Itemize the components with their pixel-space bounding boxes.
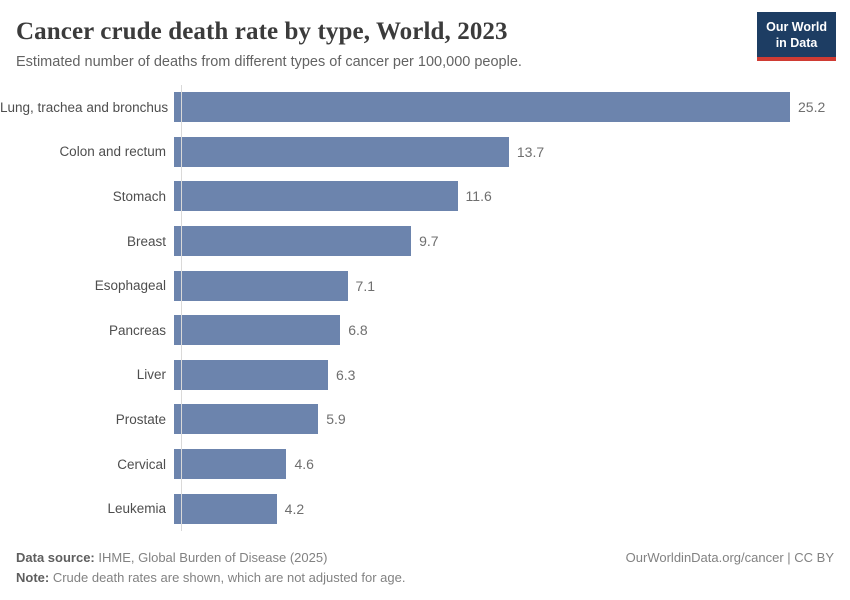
bar-track: 4.6 <box>174 442 850 487</box>
bar-row: Stomach 11.6 <box>0 174 850 219</box>
y-axis-line <box>181 85 182 531</box>
owid-logo-line1: Our World <box>766 20 827 34</box>
page-title: Cancer crude death rate by type, World, … <box>16 18 508 45</box>
category-label: Prostate <box>115 411 166 427</box>
category-label: Liver <box>136 367 166 383</box>
data-source-text: IHME, Global Burden of Disease (2025) <box>94 549 328 565</box>
bar-chart: Lung, trachea and bronchus 25.2 Colon and … <box>0 85 850 531</box>
value-label: 7.1 <box>355 277 376 294</box>
bar-track: 25.2 <box>174 85 850 130</box>
category-label: Stomach <box>112 188 166 204</box>
data-source: Data source: IHME, Global Burden of Dise… <box>16 548 327 568</box>
owid-logo: Our World in Data <box>757 12 836 61</box>
bar-row: Pancreas 6.8 <box>0 308 850 353</box>
bar-track: 4.2 <box>174 486 850 531</box>
bar-track: 6.8 <box>174 308 850 353</box>
note-text: Crude death rates are shown, which are n… <box>49 569 406 585</box>
bar-track: 5.9 <box>174 397 850 442</box>
bar-track: 6.3 <box>174 353 850 398</box>
chart-subtitle: Estimated number of deaths from differen… <box>16 54 522 70</box>
bar-track: 9.7 <box>174 219 850 264</box>
value-label: 4.2 <box>284 500 305 517</box>
value-label: 13.7 <box>516 143 545 160</box>
bar-track: 7.1 <box>174 263 850 308</box>
bar-track: 13.7 <box>174 130 850 175</box>
bar[interactable] <box>174 136 509 167</box>
bar-row: Breast 9.7 <box>0 219 850 264</box>
bar[interactable] <box>174 181 458 212</box>
bar[interactable] <box>174 449 287 480</box>
category-label: Lung, trachea and bronchus <box>0 99 169 115</box>
chart-header: Cancer crude death rate by type, World, … <box>0 0 850 70</box>
bar[interactable] <box>174 226 412 257</box>
value-label: 6.8 <box>348 322 368 339</box>
footer-note-line: Note: Crude death rates are shown, which… <box>16 568 834 588</box>
value-label: 25.2 <box>798 99 826 116</box>
value-label: 5.9 <box>326 411 346 428</box>
chart-footer: Data source: IHME, Global Burden of Dise… <box>16 548 834 588</box>
bar[interactable] <box>174 92 790 123</box>
bar-track: 11.6 <box>174 174 850 219</box>
value-label: 6.3 <box>336 366 356 383</box>
bar-rows: Lung, trachea and bronchus 25.2 Colon and … <box>0 85 850 531</box>
category-label: Cervical <box>117 456 166 472</box>
category-label: Leukemia <box>107 501 166 517</box>
bar-row: Prostate 5.9 <box>0 397 850 442</box>
bar-row: Cervical 4.6 <box>0 442 850 487</box>
value-label: 11.6 <box>465 188 492 205</box>
bar-row: Colon and rectum 13.7 <box>0 130 850 175</box>
category-label: Colon and rectum <box>59 144 166 160</box>
bar[interactable] <box>174 315 341 346</box>
owid-cc-link[interactable]: OurWorldinData.org/cancer | CC BY <box>625 549 834 565</box>
bar[interactable] <box>174 493 277 524</box>
bar[interactable] <box>174 404 319 435</box>
bar-row: Liver 6.3 <box>0 353 850 398</box>
category-label: Pancreas <box>108 322 166 338</box>
bar-row: Lung, trachea and bronchus 25.2 <box>0 85 850 130</box>
note-label: Note: <box>16 569 50 585</box>
value-label: 4.6 <box>294 456 314 473</box>
bar[interactable] <box>174 270 348 301</box>
bar[interactable] <box>174 359 328 390</box>
footer-source-line: Data source: IHME, Global Burden of Dise… <box>16 548 834 568</box>
category-label: Breast <box>126 233 166 249</box>
value-label: 9.7 <box>419 233 439 250</box>
data-source-label: Data source: <box>16 549 95 565</box>
bar-row: Esophageal 7.1 <box>0 263 850 308</box>
category-label: Esophageal <box>94 278 166 294</box>
bar-row: Leukemia 4.2 <box>0 486 850 531</box>
owid-logo-line2: in Data <box>775 36 818 51</box>
